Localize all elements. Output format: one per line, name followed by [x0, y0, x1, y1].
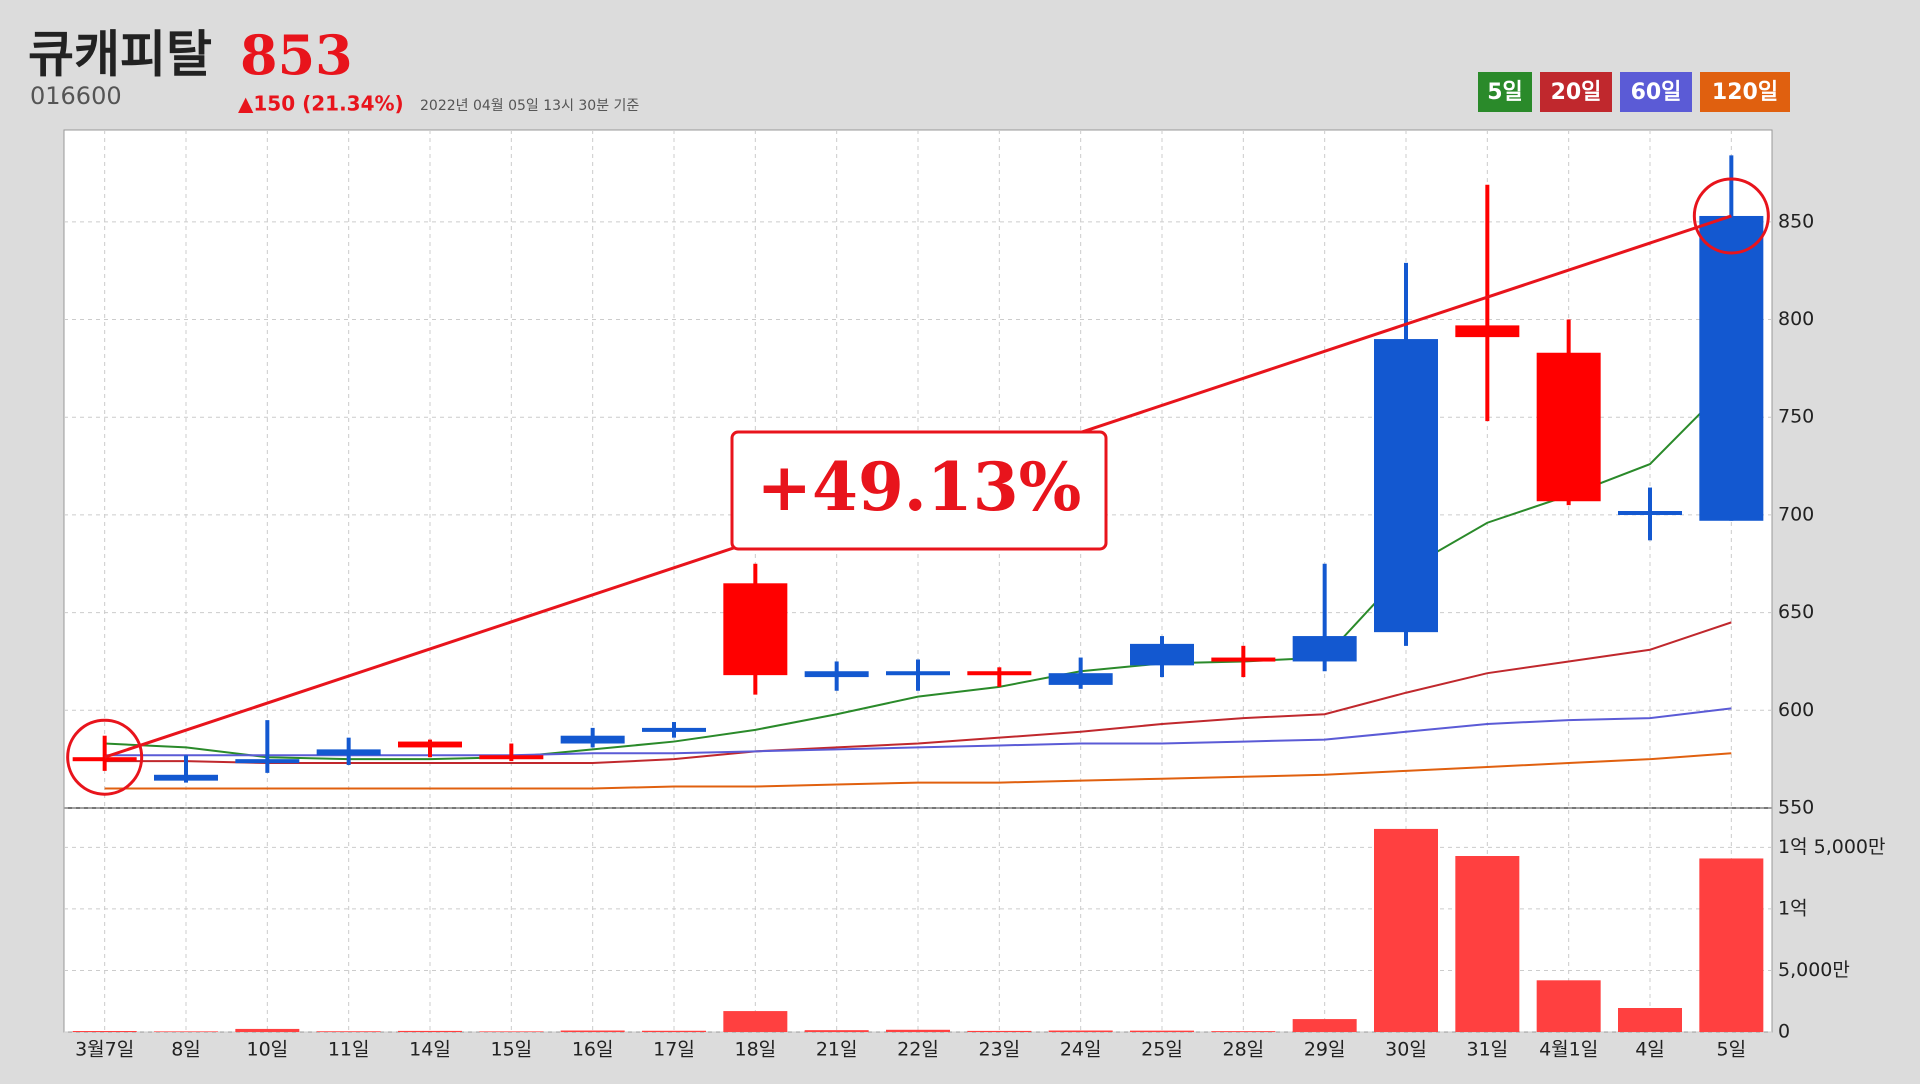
legend-swatch — [1540, 72, 1612, 112]
x-tick-label: 31일 — [1466, 1039, 1508, 1061]
volume-bar — [560, 1030, 625, 1032]
volume-bar — [154, 1031, 218, 1032]
x-tick-label: 25일 — [1141, 1039, 1183, 1061]
volume-bar — [316, 1031, 381, 1032]
y-tick-label: 550 — [1778, 797, 1814, 819]
candle-body — [1536, 352, 1601, 502]
volume-bar — [1211, 1031, 1276, 1032]
x-tick-label: 30일 — [1385, 1039, 1427, 1061]
candle-body — [886, 671, 950, 676]
x-tick-label: 3월7일 — [75, 1039, 134, 1061]
candle-body — [1130, 643, 1194, 666]
y2-tick-label: 5,000만 — [1778, 959, 1850, 981]
candle-body — [1292, 636, 1357, 662]
highlight-circle — [1692, 177, 1770, 255]
volume-bar — [1618, 1008, 1682, 1032]
legend-swatch — [1700, 72, 1790, 112]
candle-body — [1048, 673, 1113, 685]
annotation: +49.13% — [757, 448, 1082, 526]
volume-bar — [235, 1028, 300, 1032]
y2-tick-label: 0 — [1778, 1021, 1790, 1043]
x-tick-label: 18일 — [734, 1039, 776, 1061]
candle-body — [804, 671, 869, 678]
volume-bar — [1455, 856, 1520, 1032]
x-tick-label: 11일 — [328, 1039, 370, 1061]
x-tick-label: 10일 — [246, 1039, 288, 1061]
x-tick-label: 4일 — [1635, 1039, 1665, 1061]
x-tick-label: 17일 — [653, 1039, 695, 1061]
y-tick-label: 750 — [1778, 406, 1814, 428]
x-tick-label: 29일 — [1304, 1039, 1346, 1061]
candle-body — [316, 749, 381, 756]
legend-label: 20일 — [1551, 80, 1602, 105]
volume-bar — [642, 1030, 706, 1032]
legend-label: 120일 — [1712, 80, 1778, 105]
stock-code: 016600 — [30, 82, 122, 110]
volume-bar — [1048, 1030, 1113, 1032]
candle-body — [1699, 215, 1764, 521]
price: 853 — [240, 23, 353, 87]
x-tick-label: 15일 — [490, 1039, 532, 1061]
candle-body — [723, 583, 788, 676]
ma-line — [104, 752, 1732, 790]
y2-tick-label: 1억 5,000만 — [1778, 836, 1885, 858]
volume-bar — [1374, 828, 1438, 1032]
x-tick-label: 21일 — [816, 1039, 858, 1061]
x-tick-label: 5일 — [1717, 1039, 1747, 1061]
annotation-box — [730, 430, 1108, 551]
x-tick-label: 28일 — [1222, 1039, 1264, 1061]
candle-body — [1618, 511, 1682, 516]
x-tick-label: 8일 — [171, 1039, 201, 1061]
candle-body — [398, 741, 462, 748]
volume-bar — [1699, 858, 1764, 1032]
y-tick-label: 800 — [1778, 308, 1814, 330]
y-tick-label: 650 — [1778, 601, 1814, 623]
candle-body — [479, 755, 544, 760]
candle-body — [235, 759, 300, 764]
x-tick-label: 16일 — [572, 1039, 614, 1061]
volume-bar — [1292, 1019, 1357, 1032]
volume-bar — [1536, 980, 1601, 1032]
x-tick-label: 24일 — [1060, 1039, 1102, 1061]
ma-line — [104, 381, 1733, 761]
y-tick-label: 700 — [1778, 503, 1814, 525]
legend-label: 60일 — [1631, 80, 1682, 105]
candle-body — [642, 727, 706, 732]
candle-body — [560, 735, 625, 744]
timestamp: 2022년 04월 05일 13시 30분 기준 — [420, 98, 639, 114]
volume-bar — [804, 1030, 869, 1032]
volume-bar — [72, 1031, 137, 1032]
candle-body — [1211, 657, 1276, 662]
x-tick-label: 14일 — [409, 1039, 451, 1061]
volume-bar — [1130, 1030, 1194, 1032]
volume-bar — [398, 1030, 462, 1032]
volume-bar — [886, 1029, 950, 1032]
candle-body — [1455, 325, 1520, 338]
candle-body — [72, 757, 137, 762]
candle-body — [1374, 339, 1438, 633]
candle-body — [154, 774, 218, 781]
x-tick-label: 23일 — [978, 1039, 1020, 1061]
highlight-circle — [66, 718, 144, 796]
x-tick-label: 22일 — [897, 1039, 939, 1061]
volume-bar — [723, 1011, 788, 1032]
y2-tick-label: 1억 — [1778, 897, 1808, 919]
chart-title: 큐캐피탈 — [28, 26, 212, 84]
x-tick-label: 4월1일 — [1539, 1039, 1598, 1061]
change: ▲150 (21.34%) — [238, 92, 404, 116]
volume-bar — [479, 1031, 544, 1032]
volume-bar — [967, 1030, 1032, 1032]
y-tick-label: 850 — [1778, 210, 1814, 232]
legend-swatch — [1620, 72, 1692, 112]
ma-line — [104, 621, 1732, 765]
legend-label: 5일 — [1487, 80, 1523, 105]
y-tick-label: 600 — [1778, 699, 1814, 721]
legend-swatch — [1478, 72, 1532, 112]
candle-body — [967, 671, 1032, 676]
